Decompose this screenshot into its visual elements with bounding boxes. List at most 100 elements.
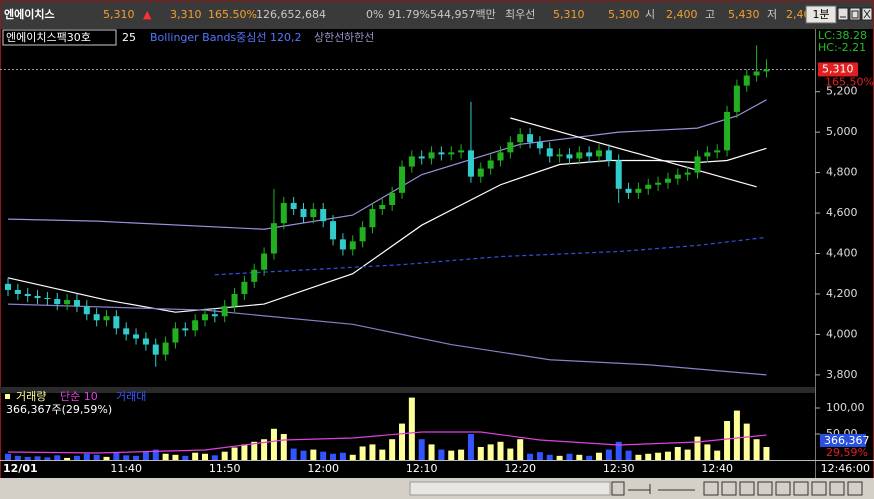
header-bar [0,0,874,29]
x-tick-label: 11:50 [209,462,241,475]
candle-body [162,342,169,355]
header-text: 165.50% [208,8,257,21]
volume-bar [369,444,376,460]
volume-bar [418,439,425,460]
candle-body [320,209,327,222]
button[interactable] [847,481,863,496]
volume-bar [73,455,80,460]
legend-entry: 하한선 [344,30,374,44]
candle-body [44,298,51,300]
header-text: 엔에이치스 [4,7,55,21]
button[interactable] [739,481,755,496]
volume-bar [142,451,149,460]
candle-body [724,111,731,151]
candle-body [54,299,61,305]
header-text: 시 [645,8,655,21]
candle-body [694,156,701,173]
current-pct-label: 165.50% [825,75,874,88]
minimize-button[interactable] [837,7,849,21]
volume-bar [527,453,534,460]
candle-body [241,281,248,294]
y-tick-label: 4,800 [826,166,858,179]
candle-body [645,184,652,189]
volume-bar [408,397,415,460]
candle-body [34,295,41,299]
candle-body [497,152,504,161]
indicator-line [214,236,767,276]
period-label[interactable]: 1분 [812,8,829,21]
candle-body [566,154,573,159]
volume-bar [724,421,731,460]
candle-body [24,293,31,296]
candle-body [251,269,258,282]
button[interactable] [829,481,845,496]
volume-bar [399,423,405,460]
candle-body [73,300,80,307]
candle-body [458,150,465,153]
candle-body [123,328,130,335]
volume-bar [448,450,455,460]
candle-body [733,85,740,112]
maximize-button[interactable] [849,7,861,21]
button[interactable] [721,481,737,496]
candle-body [221,306,228,317]
y-tick-label: 5,000 [826,125,858,138]
candle-body [211,314,218,317]
volume-bar [339,452,346,460]
volume-bar [615,441,622,460]
toolbar-icons [409,481,863,496]
volume-bar [605,449,612,460]
header-text: 544,957백만 [430,8,496,21]
x-tick-label: 12:10 [406,462,438,475]
header-text: 저 [767,8,777,21]
period-button[interactable] [805,5,837,24]
volume-bar [477,447,484,460]
volume-bar [487,444,494,460]
button[interactable] [775,481,791,496]
button[interactable] [793,481,809,496]
candle-body [674,174,681,179]
volume-bar [261,439,268,460]
slider[interactable] [628,484,695,494]
legend-swatch [5,394,10,399]
legend-entry: 거래량 [16,390,46,403]
candle-body [290,202,297,210]
button[interactable] [703,481,719,496]
candle-body [448,152,455,155]
candle-body [714,150,721,153]
button[interactable] [757,481,773,496]
volume-bar [251,441,258,460]
volume-bar [310,449,317,460]
volume-bar [192,452,199,460]
header-text: 2,400 [666,8,698,21]
indicator-label: HC:-2.21 [818,41,866,54]
candle-body [14,289,21,294]
candle-body [64,300,71,305]
volume-bar [743,423,750,460]
x-tick-label: 12:30 [603,462,635,475]
candle-body [231,293,238,307]
candle-body [596,150,602,157]
y-tick-label: 5,200 [826,85,858,98]
cursor-time: 12:46:00 [821,462,870,475]
candle-body [399,166,405,193]
volume-bar [14,455,21,460]
volume-bar [714,450,721,460]
legend-entry: 25 [122,31,136,44]
candle-body [83,306,90,315]
volume-bar [320,451,327,460]
scrollbar[interactable] [409,481,611,496]
button[interactable] [611,481,625,496]
button[interactable] [811,481,827,496]
volume-bar [280,434,287,460]
volume-bar [733,410,740,460]
volume-bar [507,448,514,460]
candle-body [556,154,563,157]
candle-body [408,156,415,167]
panel-separator [0,387,815,393]
header-text: 5,310 [103,8,135,21]
candle-body [527,134,534,143]
volume-bar [753,439,760,460]
volume-bar [182,455,189,460]
